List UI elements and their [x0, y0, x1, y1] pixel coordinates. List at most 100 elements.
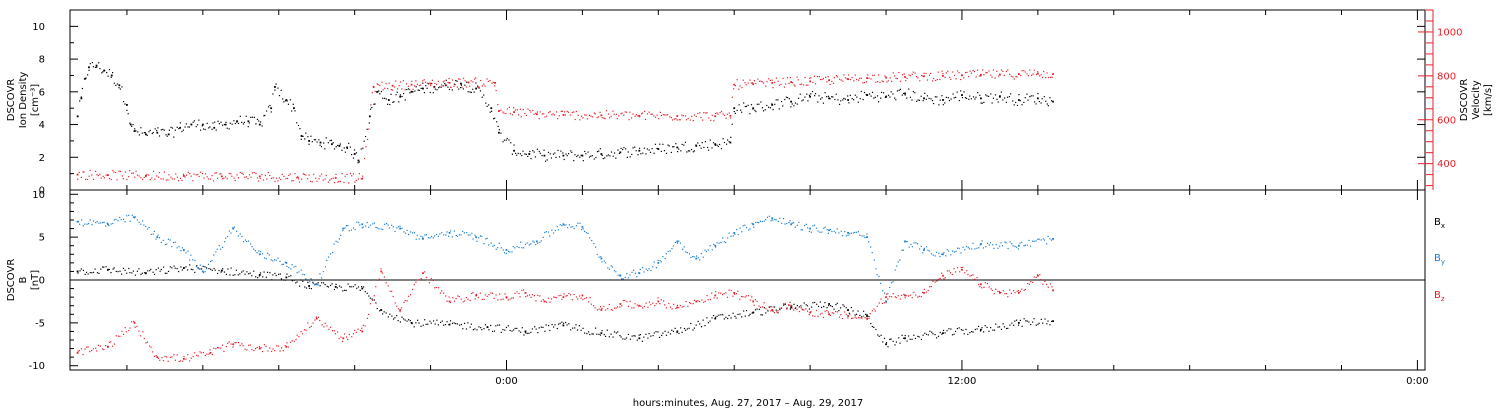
velocity-series-sample — [135, 170, 137, 172]
bz-series-point — [543, 300, 546, 303]
bx-series-sample — [734, 315, 736, 317]
bz-series-sample — [645, 302, 647, 304]
bx-series-sample — [591, 333, 593, 335]
bx-series-sample — [914, 337, 917, 340]
bx-series-sample — [1038, 322, 1040, 324]
by-series-sample — [889, 286, 891, 288]
velocity-series-sample — [912, 71, 914, 73]
velocity-series-sample — [780, 83, 782, 86]
bz-series-sample — [723, 292, 725, 295]
bx-series-sample — [96, 272, 99, 274]
density-series-sample — [420, 87, 422, 89]
velocity-series-sample — [998, 75, 1000, 77]
bx-series-sample — [1003, 326, 1006, 328]
density-series-sample — [108, 69, 110, 71]
bx-series-sample — [1014, 320, 1016, 322]
by-series-sample — [404, 232, 407, 234]
bz-series-sample — [699, 300, 701, 303]
bz-series-sample — [254, 348, 257, 350]
by-series-point — [790, 223, 793, 226]
density-series-sample — [734, 112, 736, 115]
bx-series-sample — [718, 314, 720, 316]
velocity-series-point — [334, 177, 337, 179]
bz-series-sample — [475, 293, 478, 295]
velocity-series-sample — [758, 80, 760, 82]
density-series-sample — [134, 128, 136, 130]
velocity-series-sample — [982, 69, 984, 71]
density-series-sample — [772, 109, 774, 111]
bz-series-sample — [681, 306, 683, 308]
density-series-point — [133, 130, 136, 132]
by-series-sample — [775, 219, 777, 221]
density-series-sample — [964, 97, 967, 99]
velocity-series-sample — [954, 74, 956, 77]
density-series-sample — [550, 157, 553, 159]
bx-series-sample — [91, 272, 93, 274]
by-series-sample — [883, 292, 886, 294]
density-series-sample — [856, 96, 858, 98]
by-series-sample — [326, 259, 328, 262]
velocity-series-sample — [108, 177, 111, 180]
velocity-series-sample — [654, 116, 657, 118]
by-series-sample — [486, 237, 488, 240]
density-series-sample — [547, 151, 550, 153]
density-series-sample — [132, 123, 134, 126]
bx-series-sample — [176, 267, 178, 270]
bz-series-sample — [584, 297, 586, 300]
bz-series-sample — [495, 294, 497, 296]
velocity-series-sample — [465, 86, 468, 88]
bx-series-point — [1052, 320, 1054, 323]
velocity-series-sample — [891, 80, 893, 82]
density-series-sample — [625, 148, 627, 150]
velocity-series-point — [494, 81, 496, 84]
by-series-sample — [1004, 241, 1006, 243]
density-series-sample — [297, 124, 300, 127]
velocity-series-sample — [450, 86, 452, 88]
velocity-series-point — [258, 175, 261, 178]
by-series-sample — [431, 235, 433, 238]
bz-series-sample — [457, 295, 459, 297]
bx-series-sample — [737, 313, 739, 316]
density-series-sample — [868, 93, 871, 95]
bz-series-sample — [997, 290, 999, 293]
bx-series-sample — [819, 301, 821, 303]
bx-series-sample — [857, 310, 859, 312]
velocity-series-sample — [481, 85, 483, 87]
bz-series-sample — [821, 312, 823, 314]
velocity-series-sample — [731, 96, 733, 98]
velocity-series-sample — [84, 178, 87, 181]
by-series-sample — [518, 246, 520, 249]
time-axis-ticks: 0:00 12:00 0:00 — [126, 10, 1429, 387]
bx-series-sample — [1009, 324, 1011, 326]
bz-series-sample — [934, 281, 936, 283]
bx-series-sample — [406, 320, 408, 322]
bz-series-point — [657, 300, 660, 303]
by-series-sample — [631, 271, 633, 273]
velocity-series-sample — [136, 174, 139, 176]
velocity-series-sample — [557, 118, 559, 120]
by-series-sample — [337, 241, 339, 243]
velocity-series-sample — [201, 172, 204, 175]
by-series-sample — [679, 242, 682, 244]
density-series-sample — [904, 94, 906, 96]
density-series-sample — [440, 86, 442, 88]
bx-series-sample — [436, 319, 438, 321]
velocity-series-sample — [237, 177, 240, 179]
bz-series-sample — [315, 316, 317, 318]
density-series-sample — [933, 102, 935, 105]
bz-series-sample — [663, 300, 665, 302]
by-series-sample — [700, 252, 702, 255]
by-series-sample — [810, 231, 812, 233]
by-series-sample — [329, 253, 332, 255]
bz-series-sample — [873, 308, 875, 310]
density-series-sample — [938, 104, 940, 106]
density-series-sample — [950, 98, 952, 100]
bx-series-sample — [861, 316, 863, 318]
bx-series-sample — [424, 319, 426, 321]
bz-series-sample — [970, 274, 973, 277]
bx-series-sample — [633, 335, 635, 337]
bz-series-point — [961, 268, 963, 271]
bz-series-sample — [930, 285, 932, 288]
velocity-series-sample — [456, 86, 458, 88]
velocity-series-sample — [833, 77, 835, 79]
